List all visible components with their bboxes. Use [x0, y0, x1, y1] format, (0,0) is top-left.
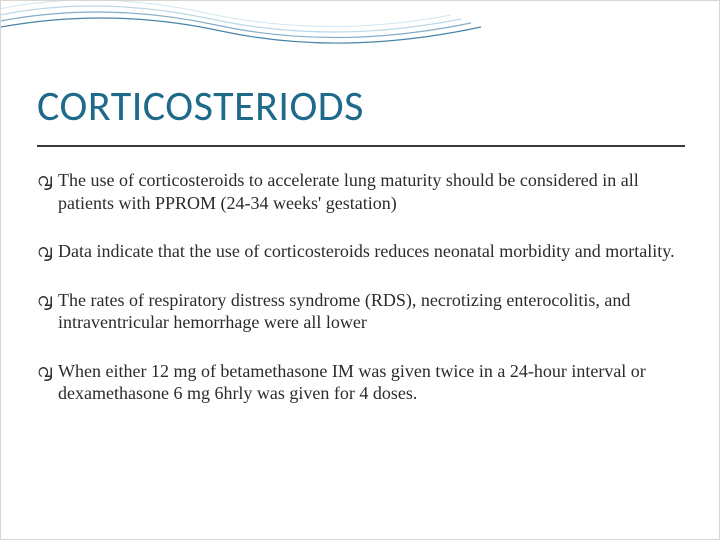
- wave-svg: [1, 1, 719, 61]
- bullet-text: The use of corticosteroids to accelerate…: [58, 169, 683, 214]
- bullet-item: ൮ When either 12 mg of betamethasone IM …: [37, 360, 683, 405]
- bullet-text: When either 12 mg of betamethasone IM wa…: [58, 360, 683, 405]
- bullet-glyph-icon: ൮: [37, 289, 52, 312]
- bullet-item: ൮ The rates of respiratory distress synd…: [37, 289, 683, 334]
- content-area: ൮ The use of corticosteroids to accelera…: [37, 169, 683, 431]
- slide: CORTICOSTERIODS ൮ The use of corticoster…: [0, 0, 720, 540]
- header-wave-decoration: [1, 1, 719, 61]
- bullet-glyph-icon: ൮: [37, 169, 52, 192]
- bullet-text: The rates of respiratory distress syndro…: [58, 289, 683, 334]
- bullet-glyph-icon: ൮: [37, 360, 52, 383]
- bullet-text: Data indicate that the use of corticoste…: [58, 240, 683, 263]
- bullet-item: ൮ The use of corticosteroids to accelera…: [37, 169, 683, 214]
- title-underline: [37, 145, 685, 147]
- slide-title: CORTICOSTERIODS: [37, 81, 364, 132]
- bullet-glyph-icon: ൮: [37, 240, 52, 263]
- bullet-item: ൮ Data indicate that the use of corticos…: [37, 240, 683, 263]
